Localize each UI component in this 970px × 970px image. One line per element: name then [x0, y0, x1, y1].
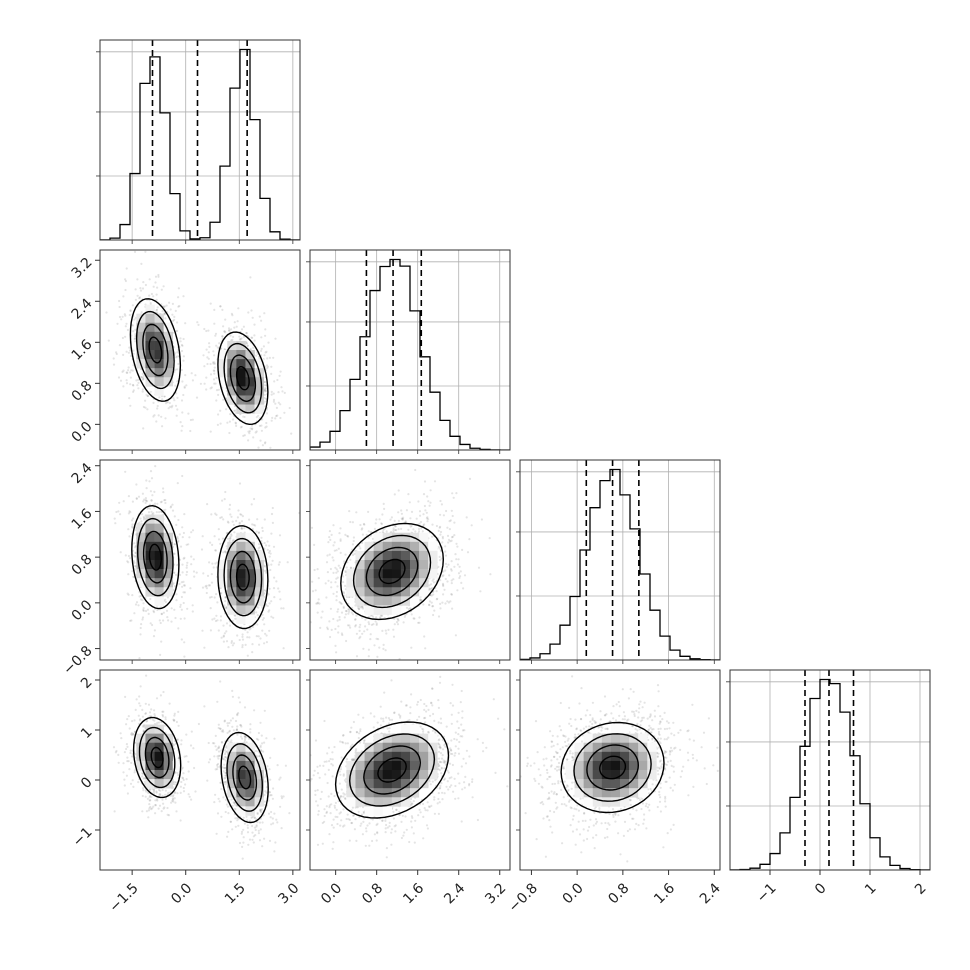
x-tick-label-0-0: −1.5: [106, 880, 141, 915]
y-tick-label-1-1: 0.8: [69, 378, 96, 405]
histogram-step-2: [520, 468, 720, 660]
contour-3-0-0-0: [132, 716, 182, 799]
y-tick-label-1-2: 1.6: [69, 337, 96, 364]
histogram-panel-2: [520, 460, 720, 660]
scatter-panel-3-2: [520, 675, 719, 863]
y-tick-label-2-3: 1.6: [69, 506, 96, 533]
histogram-step-1: [310, 258, 510, 450]
y-tick-label-2-2: 0.8: [69, 551, 96, 578]
x-tick-label-3-0: −1: [754, 880, 780, 906]
y-tick-label-3-0: −1: [70, 824, 96, 850]
scatter-panel-2-0: [113, 465, 300, 660]
histogram-step-0: [100, 48, 300, 240]
x-tick-label-1-4: 3.2: [482, 880, 509, 907]
x-tick-label-0-2: 1.5: [222, 880, 249, 907]
contour-3-2-0-2: [586, 744, 640, 791]
histogram-step-3: [730, 678, 930, 870]
panel-frame-3-1: [309, 669, 511, 871]
x-tick-label-0-1: 0.0: [168, 880, 195, 907]
contour-2-0-0-3: [148, 543, 163, 571]
contour-1-0-1-2: [229, 354, 257, 403]
contour-3-2-0-0: [560, 721, 665, 814]
panel-frame-2-1: [309, 459, 511, 661]
y-tick-label-2-1: 0.0: [69, 597, 96, 624]
contour-3-0-0-1: [138, 726, 176, 789]
x-tick-label-2-2: 0.8: [605, 880, 632, 907]
histogram-panel-3: [730, 670, 930, 870]
contour-3-1-0-2: [363, 745, 422, 795]
contour-2-0-0-2: [142, 530, 168, 584]
contour-3-2-0-3: [598, 755, 627, 780]
panel-frame-3-0: [99, 669, 301, 871]
panel-frame-2-2: [519, 459, 721, 661]
y-tick-label-1-0: 0.0: [69, 419, 96, 446]
x-tick-label-2-1: 0.0: [560, 880, 587, 907]
contour-2-1-0-0: [340, 522, 445, 621]
contour-2-0-1-2: [229, 550, 257, 604]
contour-2-1-0-3: [378, 558, 406, 585]
contour-3-0-1-1: [226, 743, 264, 812]
contour-1-0-0-3: [148, 336, 163, 364]
contour-1-0-0-0: [129, 298, 182, 402]
contour-3-0-1-0: [220, 731, 269, 824]
y-tick-label-1-3: 2.4: [69, 296, 96, 323]
x-tick-label-2-4: 2.4: [697, 880, 724, 907]
x-tick-label-1-3: 2.4: [441, 880, 468, 907]
contour-1-0-1-3: [235, 366, 250, 391]
panel-frame-0-0: [99, 39, 301, 241]
x-tick-label-3-1: 0: [812, 880, 830, 898]
contour-1-0-0-2: [142, 323, 169, 377]
y-tick-label-1-4: 3.2: [69, 255, 96, 282]
histogram-panel-0: [100, 40, 300, 240]
y-tick-label-2-4: 2.4: [69, 460, 96, 487]
density-cells-3-1: [346, 724, 438, 816]
x-tick-label-3-3: 2: [912, 880, 930, 898]
y-tick-label-3-2: 1: [78, 724, 96, 742]
density-cells-1-0: [136, 304, 264, 424]
panel-frame-3-3: [729, 669, 931, 871]
scatter-panel-3-1: [310, 675, 509, 859]
x-tick-label-1-0: 0.0: [318, 880, 345, 907]
panel-frame-1-0: [99, 249, 301, 451]
scatter-panel-2-1: [310, 468, 492, 660]
y-tick-label-2-0: −0.8: [60, 643, 95, 678]
x-tick-label-1-2: 1.6: [400, 880, 427, 907]
scatter-panel-1-0: [105, 250, 293, 450]
contour-2-0-1-0: [217, 525, 269, 630]
x-tick-label-2-0: −0.8: [506, 880, 541, 915]
contour-2-1-0-1: [352, 534, 432, 609]
y-tick-label-3-1: 0: [78, 774, 96, 792]
density-cells-3-2: [565, 724, 657, 807]
contour-2-0-0-1: [136, 517, 174, 597]
x-tick-label-3-2: 1: [862, 880, 880, 898]
contour-2-0-1-3: [235, 563, 250, 591]
contour-3-0-1-2: [232, 754, 258, 801]
contour-1-0-1-0: [217, 331, 269, 426]
panel-frame-2-0: [99, 459, 301, 661]
contour-3-1-0-1: [348, 733, 436, 807]
contour-3-2-0-1: [573, 733, 652, 802]
contour-2-1-0-2: [365, 546, 419, 597]
contour-3-0-0-2: [144, 736, 170, 779]
x-tick-label-1-1: 0.8: [359, 880, 386, 907]
contour-3-0-0-3: [150, 746, 164, 769]
contour-2-0-0-0: [131, 504, 180, 610]
contour-1-0-0-1: [135, 310, 175, 390]
contour-3-1-0-3: [377, 757, 407, 783]
x-tick-label-0-3: 3.0: [275, 880, 302, 907]
panel-frame-3-2: [519, 669, 721, 871]
contour-1-0-1-1: [223, 342, 263, 414]
scatter-panel-3-0: [112, 670, 291, 860]
x-tick-label-2-3: 1.6: [651, 880, 678, 907]
panel-frame-1-1: [309, 249, 511, 451]
contour-3-0-1-3: [238, 765, 252, 790]
y-tick-label-3-3: 2: [78, 674, 96, 692]
histogram-panel-1: [310, 250, 510, 450]
contour-3-1-0-0: [334, 721, 450, 819]
contour-2-0-1-1: [223, 537, 263, 617]
